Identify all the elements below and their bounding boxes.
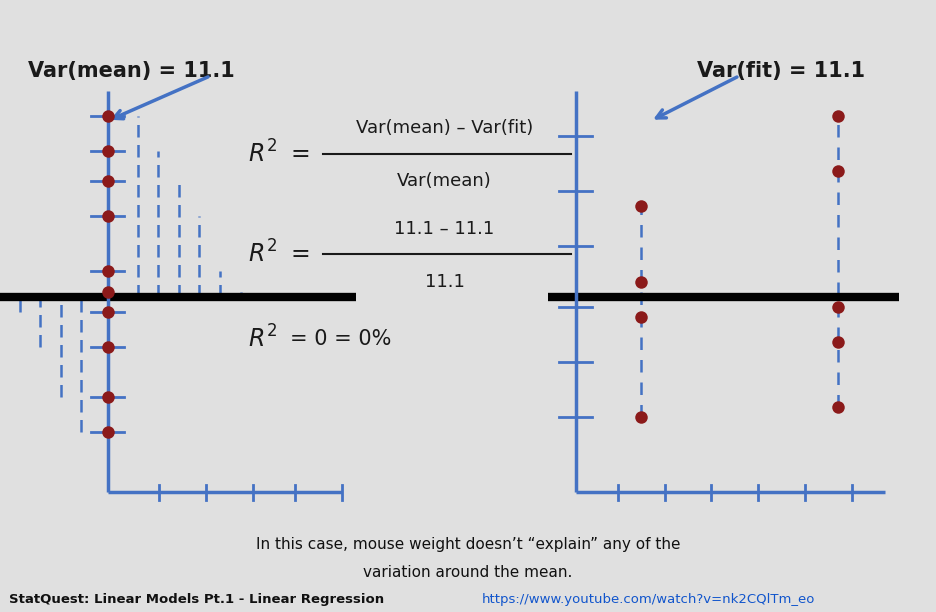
Text: 11.1 – 11.1: 11.1 – 11.1 (394, 220, 495, 238)
Text: variation around the mean.: variation around the mean. (363, 565, 573, 580)
Text: $R^2$: $R^2$ (248, 241, 277, 267)
Text: = 0 = 0%: = 0 = 0% (290, 329, 391, 349)
Text: =: = (290, 242, 310, 266)
Text: Var(fit) = 11.1: Var(fit) = 11.1 (697, 61, 866, 81)
Text: =: = (290, 141, 310, 166)
Text: https://www.youtube.com/watch?v=nk2CQlTm_eo: https://www.youtube.com/watch?v=nk2CQlTm… (482, 593, 815, 606)
Text: StatQuest: Linear Models Pt.1 - Linear Regression: StatQuest: Linear Models Pt.1 - Linear R… (9, 593, 385, 606)
Text: 11.1: 11.1 (425, 272, 464, 291)
Text: In this case, mouse weight doesn’t “explain” any of the: In this case, mouse weight doesn’t “expl… (256, 537, 680, 552)
Text: Var(mean) – Var(fit): Var(mean) – Var(fit) (356, 119, 534, 138)
Text: Var(mean) = 11.1: Var(mean) = 11.1 (28, 61, 235, 81)
Text: Var(mean): Var(mean) (397, 172, 492, 190)
Text: $R^2$: $R^2$ (248, 140, 277, 167)
Text: $R^2$: $R^2$ (248, 326, 277, 353)
